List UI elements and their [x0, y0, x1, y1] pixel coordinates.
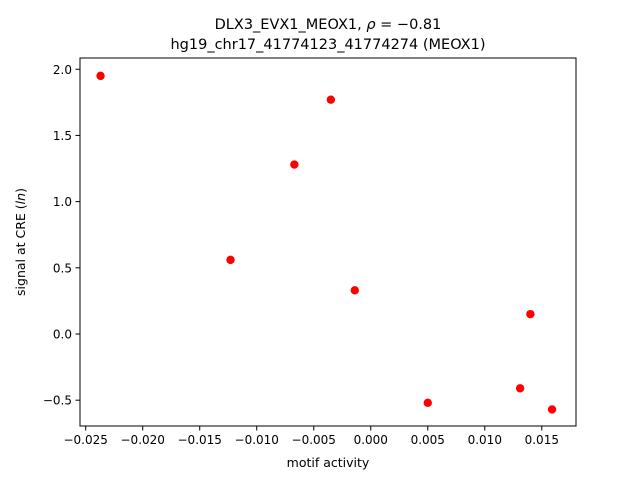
- x-axis: −0.025 −0.020 −0.015 −0.010 −0.005 0.000 0.005…: [63, 426, 559, 447]
- data-point-1: [326, 95, 336, 104]
- y-tick-label-4: 1.5: [53, 129, 72, 143]
- data-point-7: [423, 398, 432, 408]
- y-tick-label-0: −0.5: [43, 394, 72, 408]
- y-tick-label-5: 2.0: [53, 63, 72, 77]
- x-axis-label: motif activity: [287, 455, 370, 470]
- y-tick-label-3: 1.0: [53, 195, 72, 209]
- y-axis-label-suffix: ): [13, 188, 28, 193]
- x-tick-label-0: −0.025: [63, 433, 107, 447]
- x-tick-label-6: 0.005: [411, 433, 445, 447]
- chart-title-prefix: DLX3_EVX1_MEOX1,: [215, 17, 367, 33]
- y-axis-label-prefix: signal at CRE (: [13, 204, 28, 296]
- x-tick-label-1: −0.020: [121, 433, 165, 447]
- y-axis: −0.5 0.0 0.5 1.0 1.5 2.0: [43, 63, 80, 408]
- x-tick-label-7: 0.010: [468, 433, 502, 447]
- x-tick-label-5: 0.000: [354, 433, 388, 447]
- x-tick-label-2: −0.015: [178, 433, 222, 447]
- data-point-6: [515, 384, 525, 393]
- chart-title-rho-symbol: ρ: [366, 17, 376, 33]
- data-point-5: [526, 309, 535, 319]
- y-tick-label-1: 0.0: [53, 328, 72, 342]
- x-tick-label-4: −0.005: [292, 433, 336, 447]
- y-axis-label-symbol: ln: [13, 193, 28, 204]
- x-tick-label-3: −0.010: [235, 433, 279, 447]
- y-axis-label: signal at CRE (ln): [13, 188, 28, 296]
- data-point-2: [290, 160, 299, 169]
- data-point-8: [547, 405, 557, 414]
- data-point-3: [226, 255, 235, 265]
- chart-title-value: = −0.81: [376, 17, 442, 33]
- chart-title-line2: hg19_chr17_41774123_41774274 (MEOX1): [170, 37, 485, 53]
- x-tick-label-8: 0.015: [525, 433, 559, 447]
- plot-area-frame: [79, 57, 577, 427]
- data-point-0: [96, 71, 105, 81]
- data-point-4: [350, 286, 359, 295]
- chart-title-line1: DLX3_EVX1_MEOX1, ρ = −0.81: [215, 17, 442, 33]
- y-tick-label-2: 0.5: [53, 261, 72, 275]
- plot-content: [96, 71, 557, 414]
